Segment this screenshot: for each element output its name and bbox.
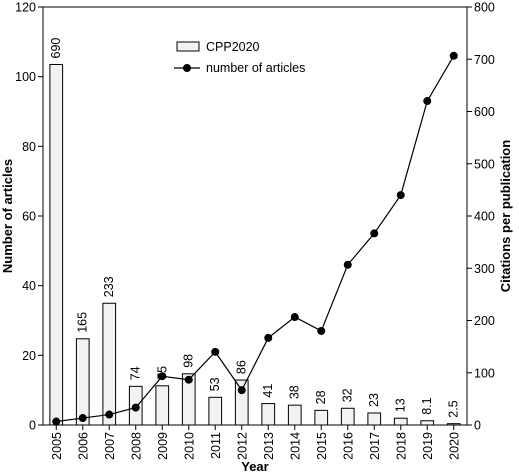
- bars-layer: [49, 63, 461, 426]
- bar-label-2005: 690: [49, 38, 63, 59]
- bar-2019: [420, 420, 435, 426]
- y-right-tick-label-600: 600: [474, 105, 495, 119]
- bar-2014: [287, 404, 302, 426]
- y-right-tick-label-100: 100: [474, 366, 495, 380]
- legend-dot-swatch: [183, 64, 191, 72]
- bar-label-2019: 8.1: [420, 397, 434, 414]
- x-tick-label-2009: 2009: [156, 432, 170, 460]
- bar-2016: [340, 407, 355, 426]
- x-tick-label-2015: 2015: [315, 432, 329, 460]
- legend-bar-label: CPP2020: [206, 40, 260, 54]
- bar-label-2010: 98: [182, 354, 196, 368]
- bar-2005: [49, 63, 64, 426]
- articles-point-2006: [78, 414, 87, 423]
- x-tick-label-2011: 2011: [209, 432, 223, 459]
- articles-point-2019: [423, 97, 432, 106]
- y-axis-left-title: Number of articles: [0, 159, 15, 273]
- legend-line-label: number of articles: [206, 61, 305, 75]
- y-right-tick-label-700: 700: [474, 53, 495, 67]
- articles-point-2007: [105, 410, 114, 419]
- x-tick-label-2016: 2016: [341, 432, 355, 460]
- x-tick-label-2020: 2020: [447, 432, 461, 460]
- x-tick-label-2013: 2013: [262, 432, 276, 460]
- bar-labels-layer: 690 165 233 74 75 98 53 86 41 38 28 32 23 13 8.1 2.5: [49, 38, 461, 418]
- y-right-tick-label-0: 0: [474, 419, 481, 433]
- y-left-tick-label-40: 40: [22, 279, 36, 293]
- y-right-tick-label-500: 500: [474, 157, 495, 171]
- articles-point-2017: [370, 229, 379, 238]
- legend: CPP2020 number of articles: [174, 40, 305, 75]
- bar-label-2014: 38: [288, 385, 302, 399]
- bar-label-2007: 233: [102, 276, 116, 297]
- bar-label-2006: 165: [76, 312, 90, 333]
- bar-label-2017: 23: [367, 393, 381, 407]
- bar-2018: [393, 417, 408, 426]
- y-right-tick-label-200: 200: [474, 314, 495, 328]
- y-right-tick-label-300: 300: [474, 262, 495, 276]
- articles-point-2011: [211, 347, 220, 356]
- y-left-tick-label-120: 120: [15, 1, 36, 15]
- y-left-tick-label-100: 100: [15, 70, 36, 84]
- y-left-tick-label-0: 0: [29, 419, 36, 433]
- articles-point-2005: [52, 417, 61, 426]
- y-axis-right-title: Citations per publication: [498, 140, 513, 292]
- articles-point-2018: [396, 191, 405, 200]
- bar-label-2011: 53: [208, 377, 222, 391]
- articles-point-2010: [184, 375, 193, 384]
- bar-label-2015: 28: [314, 390, 328, 404]
- bar-2007: [102, 302, 117, 426]
- line-layer: [52, 51, 458, 426]
- x-tick-label-2007: 2007: [103, 432, 117, 460]
- y-right-tick-label-800: 800: [474, 1, 495, 15]
- x-tick-label-2018: 2018: [394, 432, 408, 460]
- bar-label-2016: 32: [341, 388, 355, 402]
- bar-label-2013: 41: [261, 384, 275, 398]
- x-tick-label-2019: 2019: [421, 432, 435, 460]
- articles-point-2013: [264, 333, 273, 342]
- articles-point-2020: [449, 51, 458, 60]
- articles-point-2012: [237, 386, 246, 395]
- ticks-layer: 0 20 40 60 80 100 120 0 100 200 300 400 500 600 700 800…: [15, 1, 495, 460]
- articles-point-2009: [158, 372, 167, 381]
- articles-point-2008: [131, 403, 140, 412]
- bar-label-2020: 2.5: [447, 400, 461, 417]
- bar-2017: [367, 412, 382, 426]
- x-tick-label-2005: 2005: [50, 432, 64, 460]
- x-tick-label-2014: 2014: [288, 432, 302, 460]
- articles-point-2015: [317, 326, 326, 335]
- y-left-tick-label-60: 60: [22, 210, 36, 224]
- y-right-tick-label-400: 400: [474, 210, 495, 224]
- x-tick-label-2006: 2006: [76, 432, 90, 460]
- articles-line: [56, 55, 455, 423]
- x-tick-label-2008: 2008: [129, 432, 143, 460]
- x-tick-label-2017: 2017: [368, 432, 382, 460]
- bar-2011: [208, 396, 223, 426]
- bar-2006: [75, 338, 90, 426]
- bar-2015: [314, 409, 329, 426]
- bar-2013: [261, 403, 276, 426]
- legend-bar-swatch: [176, 41, 200, 52]
- x-tick-label-2010: 2010: [182, 432, 196, 460]
- x-tick-label-2012: 2012: [235, 432, 249, 460]
- bar-label-2009: 75: [155, 366, 169, 380]
- articles-point-2014: [290, 313, 299, 322]
- y-left-tick-label-20: 20: [22, 349, 36, 363]
- x-axis-title: Year: [241, 459, 268, 474]
- bar-label-2008: 74: [129, 366, 143, 380]
- bar-label-2012: 86: [235, 360, 249, 374]
- y-left-tick-label-80: 80: [22, 140, 36, 154]
- bar-2009: [155, 385, 170, 426]
- articles-point-2016: [343, 260, 352, 269]
- bar-label-2018: 13: [394, 398, 408, 412]
